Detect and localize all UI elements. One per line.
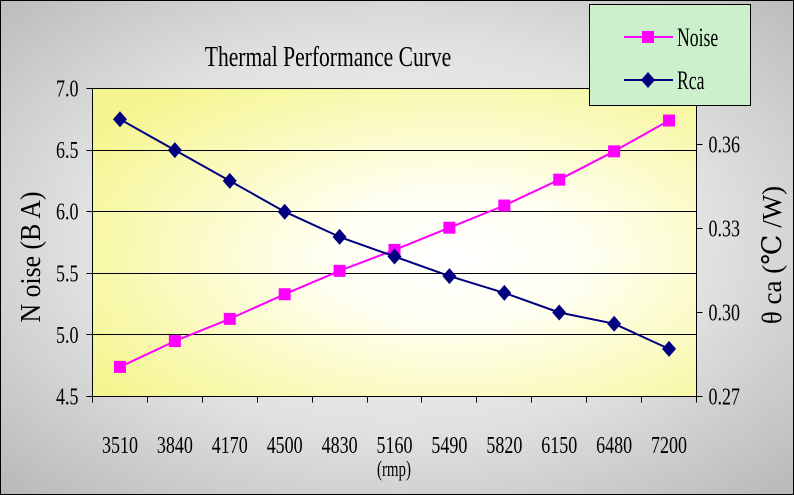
left-y-tick-label: 7.0 [56, 75, 78, 102]
x-tick-label: 5820 [486, 432, 522, 459]
rca-marker [387, 248, 402, 265]
left-y-tick-label: 5.5 [56, 260, 78, 287]
plot-area [92, 88, 697, 397]
x-tick-label: 4170 [212, 432, 248, 459]
rca-marker [662, 340, 677, 357]
axes: 4.5 5.0 5.5 6.0 6.5 7.0 0.27 0.30 0.33 0.36 3510 38… [56, 75, 740, 459]
right-y-tick-label: 0.30 [709, 299, 740, 326]
right-y-tick-label: 0.33 [709, 215, 740, 242]
x-tick-label: 6150 [541, 432, 577, 459]
left-y-tick-label: 6.0 [56, 198, 78, 225]
noise-marker [553, 173, 566, 186]
rca-marker [277, 203, 292, 220]
rca-marker [112, 111, 127, 128]
x-tick-label: 3840 [157, 432, 193, 459]
rca-marker [167, 142, 182, 159]
chart-title: Thermal Performance Curve [205, 42, 451, 72]
left-y-tick-label: 5.0 [56, 321, 78, 348]
noise-marker [223, 312, 236, 325]
legend-noise-marker [642, 31, 654, 43]
rca-marker [442, 268, 457, 285]
left-y-tick-label: 4.5 [56, 383, 78, 410]
legend-noise-label: Noise [677, 23, 718, 52]
legend-rca-label: Rca [677, 66, 705, 95]
x-tick-label: 6480 [596, 432, 632, 459]
right-y-tick-label: 0.27 [709, 383, 740, 410]
x-tick-label: 5160 [377, 432, 413, 459]
rca-marker [332, 228, 347, 245]
x-tick-label: 5490 [431, 432, 467, 459]
legend-rca-marker [641, 72, 655, 88]
noise-marker [498, 199, 511, 212]
left-y-tick-label: 6.5 [56, 137, 78, 164]
right-y-axis-label: θ ca (℃ /W) [757, 186, 787, 324]
noise-marker [443, 221, 456, 234]
x-axis-label: (rmp) [377, 457, 411, 482]
x-tick-label: 3510 [102, 432, 138, 459]
noise-marker [168, 335, 181, 348]
legend: Noise Rca [589, 4, 751, 106]
rca-marker [552, 304, 567, 321]
right-y-tick-label: 0.36 [709, 131, 740, 158]
noise-marker [333, 264, 346, 277]
rca-marker [222, 172, 237, 189]
noise-marker [113, 360, 126, 373]
rca-marker [497, 284, 512, 301]
legend-box [589, 4, 751, 106]
left-y-axis-label: N oise (B A) [15, 192, 46, 323]
rca-marker [607, 315, 622, 332]
noise-marker [608, 145, 621, 158]
x-tick-label: 7200 [651, 432, 687, 459]
x-tick-label: 4500 [267, 432, 303, 459]
series [112, 111, 677, 373]
noise-marker [278, 288, 291, 301]
x-tick-label: 4830 [322, 432, 358, 459]
noise-marker [663, 114, 676, 127]
